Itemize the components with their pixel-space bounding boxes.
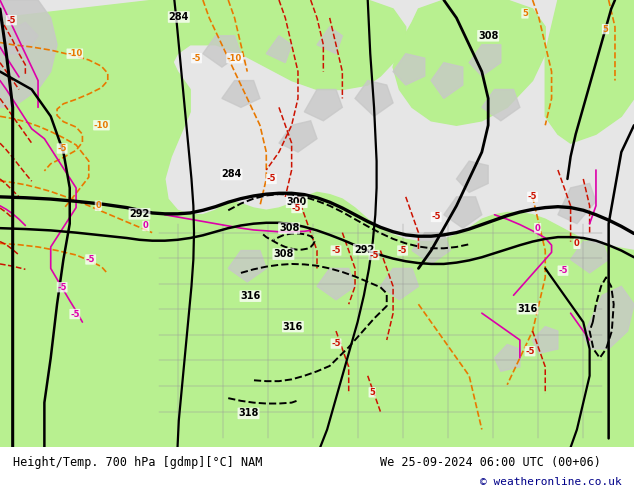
Text: -5: -5	[370, 250, 378, 260]
Text: Height/Temp. 700 hPa [gdmp][°C] NAM: Height/Temp. 700 hPa [gdmp][°C] NAM	[13, 456, 262, 469]
Polygon shape	[266, 36, 292, 63]
Text: 292: 292	[129, 209, 150, 219]
Polygon shape	[222, 80, 260, 107]
Text: -5: -5	[559, 266, 567, 275]
Polygon shape	[583, 286, 634, 349]
Polygon shape	[279, 121, 317, 152]
Text: 316: 316	[240, 291, 261, 301]
Text: -5: -5	[398, 246, 407, 255]
Polygon shape	[571, 242, 609, 273]
Polygon shape	[469, 45, 501, 76]
Text: -10: -10	[227, 54, 242, 63]
Text: 318: 318	[238, 408, 259, 418]
Polygon shape	[393, 54, 425, 85]
Text: -10: -10	[67, 49, 82, 58]
Text: 284: 284	[221, 170, 242, 179]
Text: -5: -5	[7, 16, 16, 24]
Polygon shape	[203, 36, 241, 67]
Polygon shape	[545, 0, 634, 143]
Text: -5: -5	[292, 203, 301, 213]
Polygon shape	[355, 80, 393, 116]
Polygon shape	[317, 27, 342, 54]
Text: -5: -5	[332, 246, 340, 255]
Text: -5: -5	[58, 283, 67, 292]
Polygon shape	[533, 326, 558, 353]
Polygon shape	[241, 380, 330, 439]
Polygon shape	[0, 23, 38, 54]
Text: 0: 0	[143, 221, 149, 230]
Text: -5: -5	[267, 174, 276, 183]
Polygon shape	[482, 90, 520, 121]
Polygon shape	[558, 183, 596, 223]
Text: We 25-09-2024 06:00 UTC (00+06): We 25-09-2024 06:00 UTC (00+06)	[380, 456, 601, 469]
Text: -5: -5	[432, 213, 441, 221]
Text: 0: 0	[574, 239, 580, 248]
Text: -5: -5	[86, 255, 95, 264]
Text: 308: 308	[478, 31, 498, 41]
Polygon shape	[456, 161, 488, 193]
Text: 308: 308	[273, 249, 294, 259]
Polygon shape	[495, 344, 520, 371]
Polygon shape	[380, 269, 418, 300]
Polygon shape	[155, 0, 406, 90]
Text: 5: 5	[602, 24, 609, 34]
Polygon shape	[412, 233, 450, 264]
Text: 284: 284	[169, 12, 189, 22]
Polygon shape	[393, 0, 545, 125]
Polygon shape	[228, 250, 266, 282]
Text: 308: 308	[279, 223, 299, 233]
Text: 316: 316	[517, 304, 538, 314]
Text: 0: 0	[95, 201, 101, 210]
Text: -5: -5	[192, 54, 201, 63]
Text: -10: -10	[94, 121, 109, 130]
Polygon shape	[304, 90, 342, 121]
Polygon shape	[317, 304, 361, 353]
Polygon shape	[0, 0, 634, 447]
Text: 0: 0	[534, 223, 541, 233]
Polygon shape	[317, 269, 355, 300]
Polygon shape	[431, 63, 463, 98]
Text: -5: -5	[332, 339, 340, 348]
Text: -5: -5	[528, 193, 537, 201]
Polygon shape	[0, 0, 57, 107]
Text: -5: -5	[70, 310, 79, 318]
Polygon shape	[596, 277, 634, 336]
Text: 5: 5	[369, 388, 375, 397]
Polygon shape	[444, 197, 482, 228]
Text: -5: -5	[58, 144, 67, 153]
Text: 300: 300	[287, 197, 307, 207]
Text: © weatheronline.co.uk: © weatheronline.co.uk	[479, 477, 621, 488]
Text: 292: 292	[354, 245, 374, 255]
Text: -5: -5	[526, 347, 534, 356]
Text: 5: 5	[522, 9, 528, 18]
Text: 316: 316	[283, 321, 303, 332]
